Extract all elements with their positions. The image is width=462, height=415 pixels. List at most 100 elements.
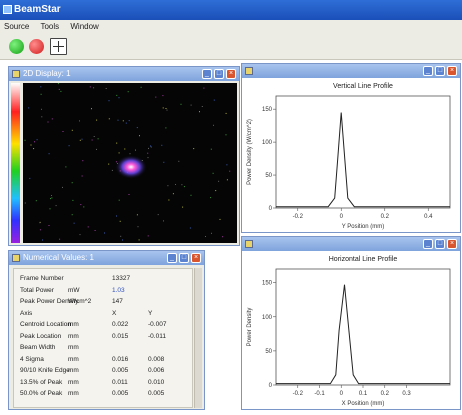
close-button[interactable]: × <box>191 253 201 263</box>
x-tick-label: -0.2 <box>293 391 304 397</box>
beam-spot <box>115 155 147 179</box>
result-cell-c4: 0.005 <box>148 390 165 397</box>
minimize-button[interactable]: _ <box>167 253 177 263</box>
noise-speck <box>147 235 149 237</box>
noise-speck <box>165 108 167 109</box>
menu-source[interactable]: Source <box>4 22 30 31</box>
result-cell-c2: mW <box>68 286 80 294</box>
noise-speck <box>183 186 185 188</box>
chart-title: Horizontal Line Profile <box>329 256 398 263</box>
noise-speck <box>118 97 120 99</box>
noise-speck <box>162 95 164 97</box>
noise-speck <box>96 119 98 121</box>
y-tick-label: 0 <box>269 206 273 212</box>
start-capture-button[interactable] <box>9 39 24 54</box>
window-icon <box>245 240 253 248</box>
noise-speck <box>148 147 149 149</box>
window-icon <box>245 67 253 75</box>
line-profile-button[interactable] <box>50 38 67 55</box>
toolbar <box>0 34 462 60</box>
noise-speck <box>41 108 42 110</box>
maximize-button[interactable]: □ <box>435 66 445 76</box>
noise-speck <box>129 153 131 155</box>
minimize-button[interactable]: _ <box>423 66 433 76</box>
noise-speck <box>115 161 117 163</box>
close-button[interactable]: × <box>447 66 457 76</box>
maximize-button[interactable]: □ <box>179 253 189 263</box>
y-axis-label: Power Density (W/cm^2) <box>247 119 253 185</box>
window-vertical-profile: _ □ × Vertical Line Profile 0 50 100 150 -0.2… <box>241 63 461 233</box>
result-cell-c3: 0.011 <box>112 378 128 386</box>
window-titlebar[interactable]: _ □ × <box>242 237 460 251</box>
noise-speck <box>40 93 42 95</box>
noise-speck <box>147 152 149 154</box>
noise-speck <box>199 111 200 113</box>
result-cell-c4: -0.011 <box>148 332 166 340</box>
noise-speck <box>225 112 227 114</box>
noise-speck <box>80 204 82 206</box>
noise-speck <box>138 239 140 241</box>
noise-speck <box>117 119 119 121</box>
y-tick-label: 150 <box>262 107 273 113</box>
menu-window[interactable]: Window <box>70 22 99 31</box>
close-button[interactable]: × <box>226 69 236 79</box>
app-title: BeamStar <box>14 4 61 15</box>
stop-capture-button[interactable] <box>29 39 44 54</box>
noise-speck <box>168 199 170 201</box>
noise-speck <box>30 144 32 146</box>
noise-speck <box>155 96 157 98</box>
result-cell-c3: X <box>112 309 117 317</box>
y-tick-label: 150 <box>262 281 273 287</box>
noise-speck <box>48 153 50 155</box>
noise-speck <box>58 88 60 90</box>
x-tick-label: 0.2 <box>381 391 390 397</box>
result-cell-c1: Beam Width <box>20 344 56 351</box>
noise-speck <box>108 100 110 102</box>
noise-speck <box>119 170 121 172</box>
beam-image[interactable] <box>23 83 237 243</box>
maximize-button[interactable]: □ <box>435 239 445 249</box>
noise-speck <box>201 106 203 107</box>
noise-speck <box>181 184 183 186</box>
minimize-button[interactable]: _ <box>202 69 212 79</box>
window-titlebar[interactable]: _ □ × <box>242 64 460 78</box>
menu-tools[interactable]: Tools <box>40 22 60 31</box>
noise-speck <box>136 214 138 216</box>
noise-speck <box>175 184 176 185</box>
noise-speck <box>39 222 41 224</box>
profile-line <box>276 112 450 208</box>
noise-speck <box>203 87 205 89</box>
y-tick-label: 100 <box>262 315 273 321</box>
vertical-scrollbar[interactable] <box>194 268 202 408</box>
noise-speck <box>122 120 124 122</box>
maximize-button[interactable]: □ <box>214 69 224 79</box>
noise-speck <box>49 208 51 210</box>
vertical-profile-chart: Vertical Line Profile 0 50 100 150 -0.2 0 0.2 0.… <box>247 83 451 230</box>
window-title: 2D Display: 1 <box>23 69 71 78</box>
window-titlebar[interactable]: Numerical Values: 1 _ □ × <box>9 251 204 265</box>
plot-area <box>275 95 451 209</box>
x-tick-label: 0 <box>340 391 344 397</box>
result-cell-c1: Frame Number <box>20 275 64 282</box>
noise-speck <box>34 141 35 143</box>
noise-speck <box>82 160 84 162</box>
result-cell-c3: 147 <box>112 298 123 305</box>
horizontal-profile-chart: Horizontal Line Profile 0 50 100 150 -0.2 -0.1… <box>247 256 451 407</box>
window-titlebar[interactable]: 2D Display: 1 _ □ × <box>9 67 239 81</box>
y-tick-label: 50 <box>265 173 272 179</box>
x-tick-label: -0.2 <box>293 214 304 220</box>
result-cell-c2: mm <box>68 378 79 386</box>
noise-speck <box>141 160 143 161</box>
noise-speck <box>39 229 41 231</box>
noise-speck <box>71 214 73 216</box>
result-cell-c2: mm <box>68 367 79 374</box>
window-icon <box>12 70 20 78</box>
minimize-button[interactable]: _ <box>423 239 433 249</box>
noise-speck <box>120 235 122 237</box>
noise-speck <box>124 148 126 150</box>
close-button[interactable]: × <box>447 239 457 249</box>
noise-speck <box>47 121 49 123</box>
noise-speck <box>72 199 74 201</box>
noise-speck <box>81 138 83 140</box>
noise-speck <box>229 170 231 172</box>
